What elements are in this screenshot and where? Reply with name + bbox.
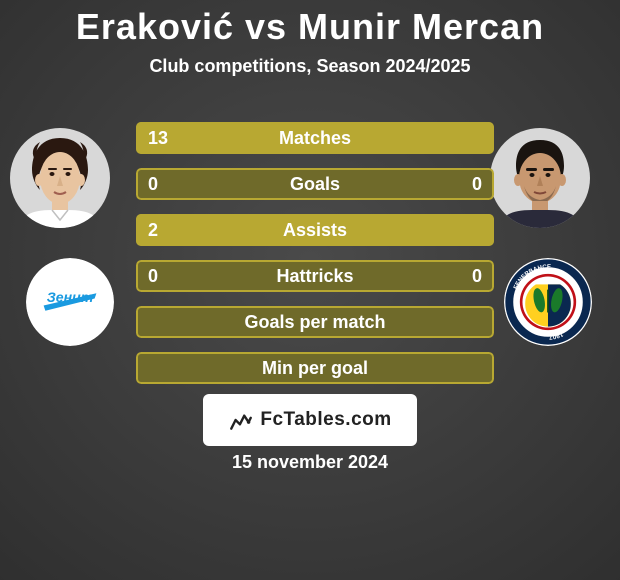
stat-value-left: 2 [148,214,158,246]
stat-value-right: 0 [472,168,482,200]
stats-bars: Matches13Goals00Assists2Hattricks00Goals… [136,122,494,398]
stat-label: Hattricks [136,260,494,292]
stat-row: Min per goal [136,352,494,384]
footer-brand-box: FcTables.com [203,394,417,446]
stat-label: Min per goal [136,352,494,384]
stat-row: Matches13 [136,122,494,154]
stat-label: Goals per match [136,306,494,338]
stat-value-right: 0 [472,260,482,292]
date-label: 15 november 2024 [0,452,620,473]
club-left-badge: Зенит [26,258,114,346]
page-title: Eraković vs Munir Mercan [0,6,620,48]
stat-label: Assists [136,214,494,246]
stat-label: Goals [136,168,494,200]
player-left-avatar [10,128,110,228]
stat-value-left: 0 [148,168,158,200]
club-right-badge: FENERBAHÇE 1907 [504,258,592,346]
stat-row: Goals per match [136,306,494,338]
stat-row: Goals0 0 [136,168,494,200]
stat-row: Assists2 [136,214,494,246]
stat-row: Hattricks0 0 [136,260,494,292]
svg-text:Зенит: Зенит [47,289,94,305]
stat-value-left: 13 [148,122,168,154]
chart-icon [228,407,254,433]
player-right-avatar [490,128,590,228]
stat-value-left: 0 [148,260,158,292]
subtitle: Club competitions, Season 2024/2025 [0,56,620,77]
footer-brand-label: FcTables.com [260,409,391,431]
stat-label: Matches [136,122,494,154]
